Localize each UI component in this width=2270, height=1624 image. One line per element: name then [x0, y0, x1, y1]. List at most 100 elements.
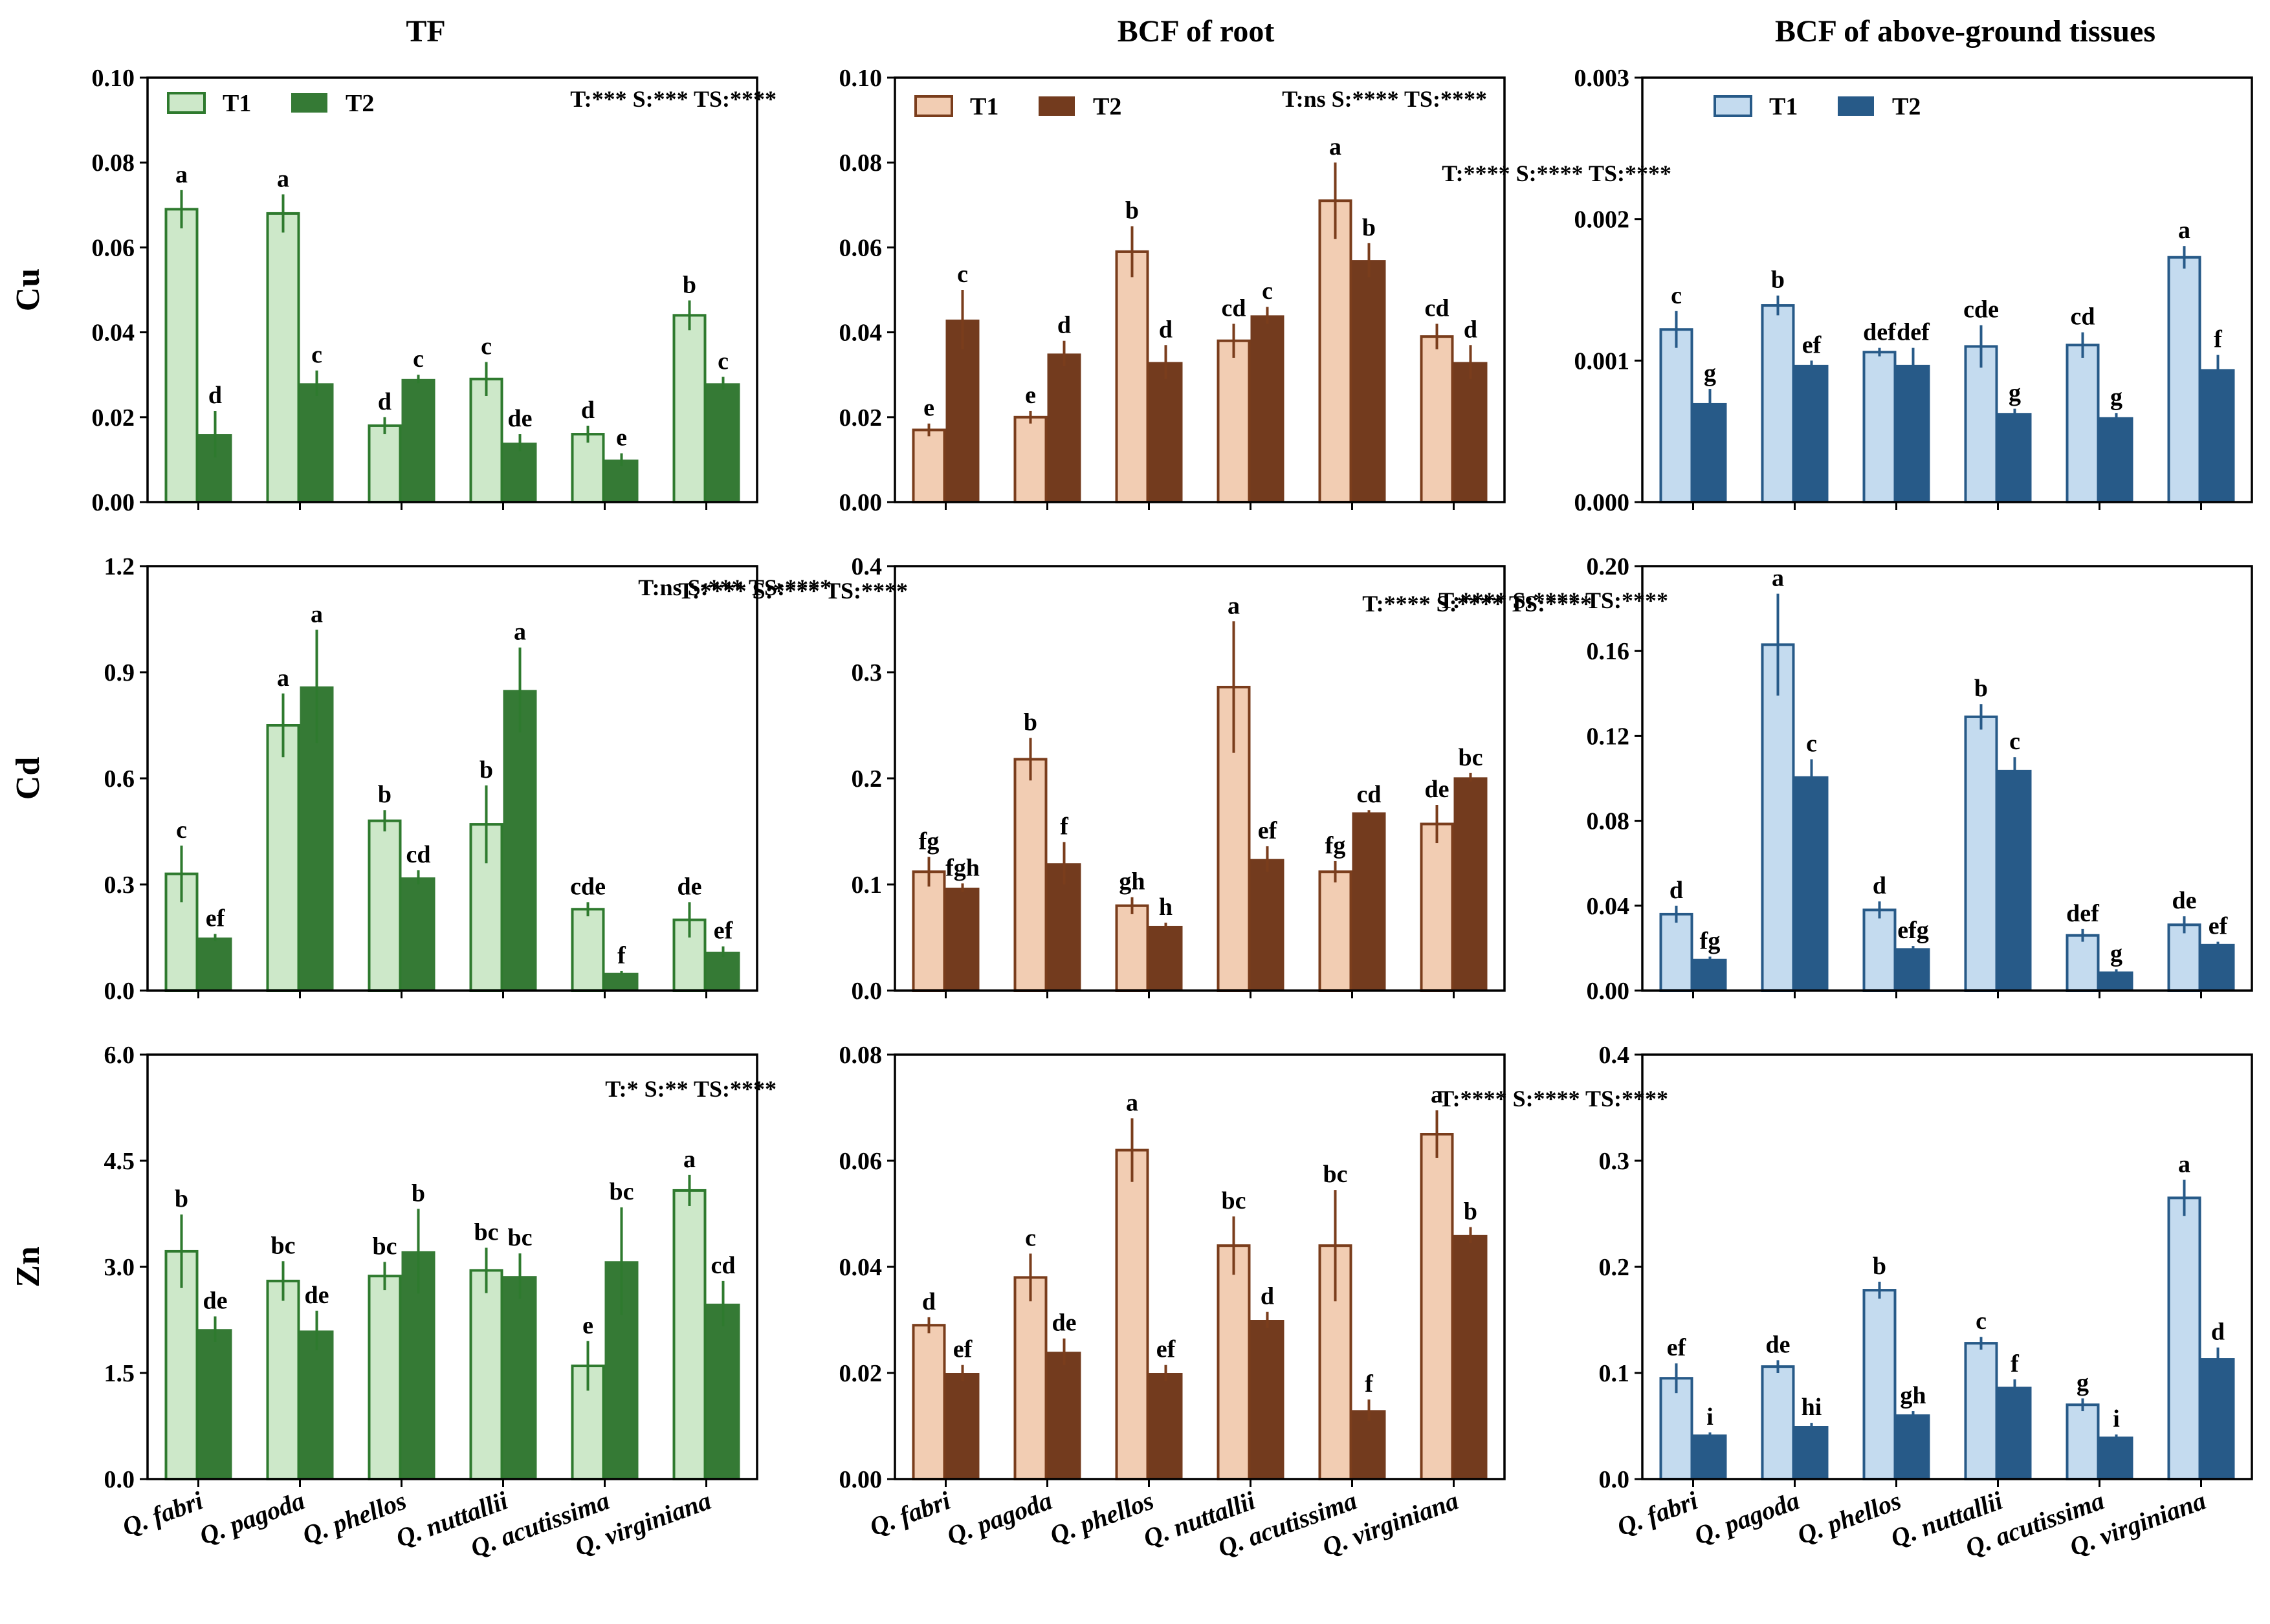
bar-t2 — [945, 887, 980, 991]
bar-t1 — [469, 1269, 503, 1480]
significance-letter: f — [1365, 1370, 1374, 1398]
significance-letter: a — [2178, 1151, 2190, 1178]
bar-t1 — [571, 1365, 605, 1480]
bar-t1 — [2066, 934, 2100, 992]
bar-t1 — [1013, 415, 1048, 503]
significance-letter: c — [1806, 730, 1817, 757]
significance-letter: a — [1126, 1089, 1138, 1116]
y-tick-label: 0.10 — [92, 65, 135, 92]
y-tick-label: 0.02 — [92, 404, 135, 432]
bar-t2 — [1693, 402, 1727, 502]
y-tick-label: 1.5 — [104, 1360, 135, 1387]
legend-label-t1: T1 — [970, 93, 998, 120]
legend: T1 T2 — [914, 93, 1121, 120]
significance-letter: bc — [508, 1224, 533, 1251]
bar-t2 — [2099, 1436, 2133, 1479]
significance-letter: f — [2011, 1350, 2020, 1377]
significance-letter: b — [378, 781, 391, 808]
y-tick-label: 0.2 — [1599, 1254, 1630, 1281]
significance-letter: a — [1431, 1081, 1443, 1108]
significance-letter: hi — [1802, 1394, 1822, 1421]
y-tick-label: 0.06 — [92, 234, 135, 261]
significance-letter: ef — [206, 905, 226, 932]
plot-frame — [146, 565, 758, 992]
bar-t1 — [1862, 351, 1897, 503]
significance-letter: a — [311, 600, 323, 628]
plot-frame — [1641, 76, 2253, 503]
chart-panel-cd-1: 0.0 0.1 0.2 0.3 0.4 fg b gh a fg de fgh f h ef cd bc T:**… — [678, 553, 1506, 1005]
significance-letter: i — [1706, 1403, 1714, 1431]
significance-letter: f — [2214, 326, 2223, 353]
significance-letter: de — [2172, 887, 2197, 914]
bar-t2 — [1352, 812, 1386, 991]
bar-t1 — [912, 428, 946, 503]
significance-letter: c — [311, 342, 322, 369]
bar-t2 — [1794, 364, 1829, 502]
significance-letter: bc — [610, 1178, 634, 1205]
significance-letter: f — [617, 942, 626, 969]
bar-t2 — [1047, 1352, 1081, 1479]
bar-t2 — [2201, 943, 2235, 991]
bar-t2 — [2099, 417, 2133, 502]
y-tick-label: 0.4 — [852, 553, 883, 580]
y-tick-label: 0.6 — [104, 765, 135, 793]
bar-t2 — [300, 383, 334, 502]
column-titles: TF BCF of root BCF of above-ground tissu… — [406, 14, 2155, 49]
bar-t1 — [1217, 339, 1251, 503]
bar-t1 — [1761, 304, 1795, 503]
significance-letter: ef — [1258, 817, 1278, 844]
significance-letter: de — [1425, 776, 1449, 803]
y-tick-label: 4.5 — [104, 1148, 135, 1175]
plot-frame — [1641, 1053, 2253, 1480]
significance-letter: gh — [1119, 868, 1145, 895]
y-tick-label: 0.3 — [104, 872, 135, 899]
y-tick-label: 0.04 — [1587, 893, 1630, 920]
significance-letter: g — [2110, 940, 2122, 967]
significance-letter: a — [1329, 133, 1341, 160]
bar-t1 — [1964, 1342, 1998, 1481]
bar-t1 — [1761, 1365, 1795, 1480]
legend-swatch-t2 — [291, 93, 327, 113]
bar-t2 — [706, 383, 740, 502]
y-tick-label: 0.04 — [839, 320, 883, 347]
significance-letter: bc — [271, 1232, 296, 1259]
significance-letter: fg — [1325, 832, 1346, 859]
significance-letter: e — [616, 424, 627, 452]
bar-t2 — [1047, 353, 1081, 502]
stats-annotation: T:ns S:**** TS:**** — [1282, 86, 1487, 112]
y-tick-label: 0.000 — [1574, 489, 1630, 516]
y-tick-label: 0.4 — [1599, 1042, 1630, 1069]
plot-frame — [894, 565, 1506, 992]
significance-letter: de — [203, 1288, 228, 1315]
bar-t1 — [266, 724, 300, 992]
bar-t1 — [571, 908, 605, 993]
significance-letter: c — [481, 333, 492, 360]
significance-letter: def — [1863, 319, 1897, 346]
significance-letter: b — [1024, 709, 1037, 736]
y-tick-label: 3.0 — [104, 1254, 135, 1281]
y-tick-label: 0.10 — [839, 65, 883, 92]
bar-t1 — [1420, 1133, 1454, 1480]
bar-t1 — [1659, 1377, 1693, 1480]
significance-letter: g — [2077, 1369, 2089, 1396]
bar-t2 — [1998, 413, 2032, 502]
bar-t1 — [672, 1189, 707, 1481]
significance-letter: d — [922, 1288, 936, 1315]
significance-letter: b — [683, 271, 696, 298]
bar-t2 — [401, 379, 435, 502]
bar-t2 — [1149, 362, 1183, 502]
significance-letter: d — [1261, 1283, 1274, 1310]
significance-letter: h — [1159, 894, 1173, 921]
legend-swatch-t1 — [1714, 95, 1752, 117]
significance-letter: c — [176, 817, 187, 844]
significance-letter: g — [2110, 384, 2122, 411]
chart-panel-cu-2: 0.000 0.001 0.002 0.003 c b def cde cd a g ef def g g f… — [1442, 65, 2253, 516]
bar-t1 — [2066, 1403, 2100, 1480]
significance-letter: ef — [2209, 913, 2229, 940]
bar-t2 — [1896, 364, 1930, 502]
